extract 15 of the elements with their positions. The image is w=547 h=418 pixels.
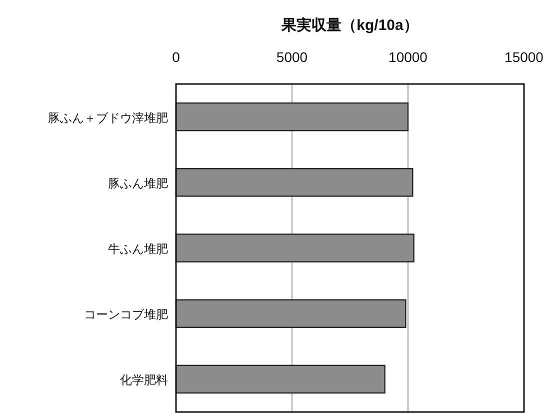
x-tick-label: 5000	[276, 49, 308, 65]
bar	[175, 299, 406, 328]
x-tick-label: 0	[172, 49, 180, 65]
bar	[175, 168, 414, 197]
y-tick-label: 豚ふん堆肥	[108, 176, 168, 190]
bar	[175, 364, 386, 394]
x-tick-label: 15000	[504, 49, 544, 65]
bar	[175, 234, 414, 262]
y-tick-label: 牛ふん堆肥	[108, 242, 168, 256]
x-tick-label: 10000	[388, 49, 428, 65]
y-tick-label: 化学肥料	[120, 373, 168, 388]
y-tick-label: 豚ふん＋ブドウ滓堆肥	[48, 110, 168, 125]
y-tick-label: コーンコブ堆肥	[84, 308, 168, 322]
x-axis-title: 果実収量（kg/10a）	[280, 16, 418, 34]
bar	[175, 102, 409, 132]
